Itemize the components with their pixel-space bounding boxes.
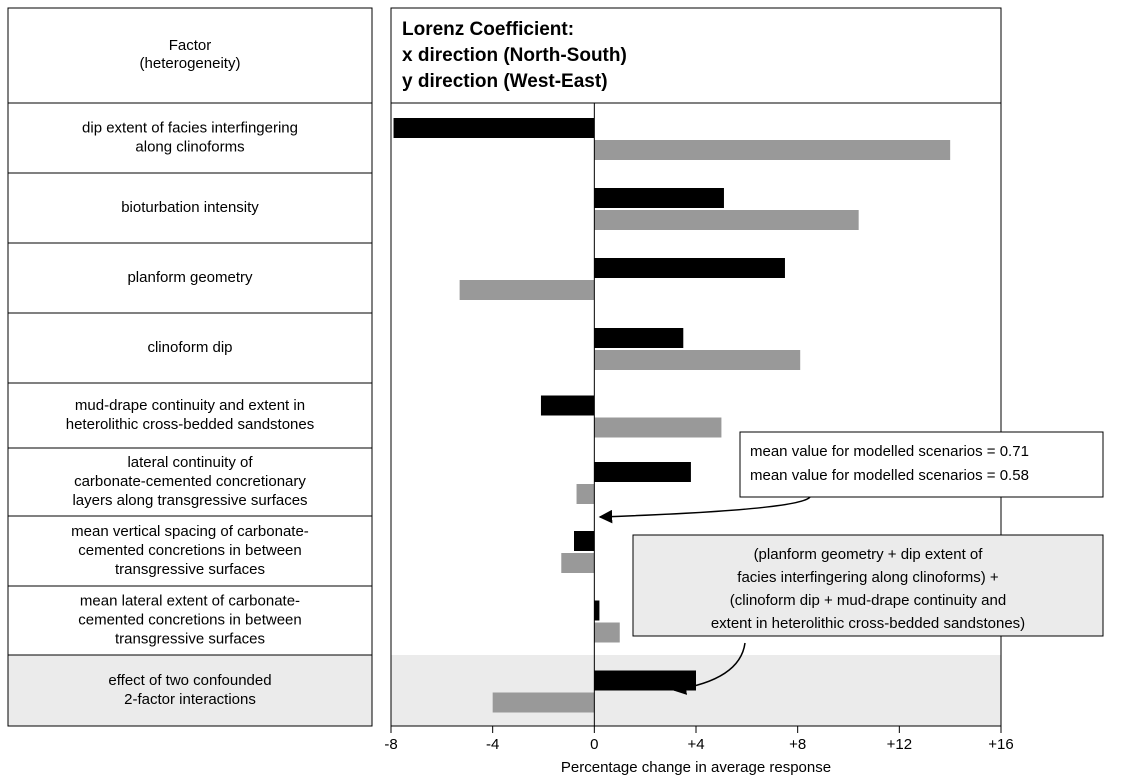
category-label: effect of two confounded 2-factor interac… <box>108 672 271 708</box>
category-label: lateral continuity of carbonate-cemented … <box>72 454 307 509</box>
x-tick-label: -4 <box>486 736 499 753</box>
bar <box>594 350 801 370</box>
bar <box>594 210 859 230</box>
bar <box>594 188 724 208</box>
x-tick-label: +16 <box>988 736 1013 753</box>
factor-header: Factor (heterogeneity) <box>140 37 241 72</box>
bar <box>574 531 595 551</box>
bar <box>594 600 600 621</box>
table-frame <box>7 7 373 727</box>
x-tick-label: +4 <box>687 736 704 753</box>
bar <box>594 622 620 643</box>
shaded-row <box>8 655 372 726</box>
bar <box>594 670 696 691</box>
category-label: bioturbation intensity <box>121 199 259 216</box>
bar <box>594 140 951 160</box>
bar <box>576 484 595 504</box>
chart-title: Lorenz Coefficient: <box>402 19 574 40</box>
category-label: mud-drape continuity and extent in hetero… <box>66 397 314 433</box>
bar <box>540 395 595 416</box>
bar <box>594 417 722 438</box>
legend-entry: x direction (North-South) <box>402 45 627 66</box>
x-tick-label: +8 <box>789 736 806 753</box>
bar <box>561 553 595 573</box>
category-label: dip extent of facies interfingering along… <box>82 119 298 155</box>
annotation-arrow <box>598 496 811 524</box>
bar <box>393 118 595 138</box>
bar <box>594 462 691 482</box>
annotation: (planform geometry + dip extent of facies… <box>711 546 1025 632</box>
annotation-box <box>632 534 1104 637</box>
bar <box>459 280 595 300</box>
annotation: mean value for modelled scenarios = 0.58 <box>750 467 1029 484</box>
category-label: clinoform dip <box>147 339 232 356</box>
x-tick-label: 0 <box>590 736 598 753</box>
annotation: mean value for modelled scenarios = 0.71 <box>750 443 1029 460</box>
bar <box>492 692 595 713</box>
legend-entry: y direction (West-East) <box>402 71 608 92</box>
x-tick-label: +12 <box>887 736 912 753</box>
x-tick-label: -8 <box>384 736 397 753</box>
bar <box>594 258 785 278</box>
bar <box>594 328 684 348</box>
bars <box>393 118 951 713</box>
annotation-box <box>739 431 1104 498</box>
category-label: planform geometry <box>127 269 253 286</box>
x-axis-label: Percentage change in average response <box>561 759 831 776</box>
category-label: mean lateral extent of carbonate-cemente… <box>78 592 301 647</box>
category-label: mean vertical spacing of carbonate-cemen… <box>71 523 309 578</box>
